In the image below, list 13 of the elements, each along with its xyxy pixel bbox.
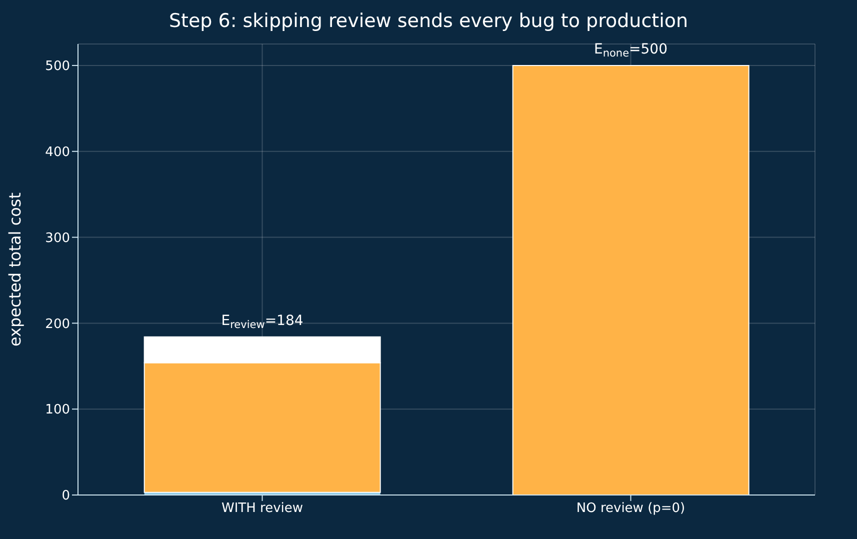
y-tick-label: 400 xyxy=(45,144,70,160)
annotation: E$_{review}$=184 xyxy=(221,312,304,331)
y-tick-label: 0 xyxy=(62,488,70,504)
y-tick-label: 200 xyxy=(45,316,70,332)
annotation: E$_{none}$=500 xyxy=(594,41,668,60)
y-axis-title: expected total cost xyxy=(6,192,25,347)
y-tick-label: 500 xyxy=(45,59,70,74)
x-tick-label: NO review (p=0) xyxy=(576,501,686,516)
chart-title: Step 6: skipping review sends every bug to production xyxy=(168,10,690,32)
x-tick-label: WITH review xyxy=(221,501,304,516)
y-tick-label: 300 xyxy=(45,230,70,246)
bar xyxy=(512,64,750,495)
y-tick-label: 100 xyxy=(45,402,70,418)
